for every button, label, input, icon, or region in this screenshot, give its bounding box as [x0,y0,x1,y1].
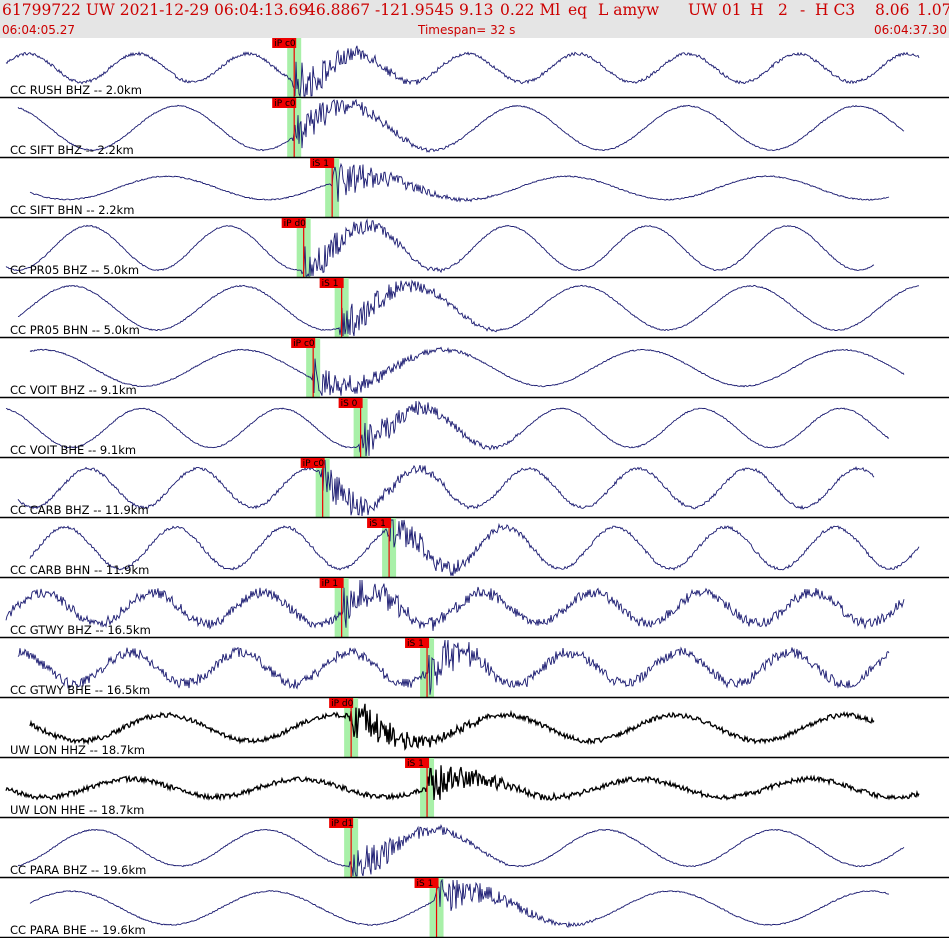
event-count: 2 [778,1,788,19]
trace-label: CC CARB BHN -- 11.9km [10,563,149,577]
pick-label: iP d1 [331,819,353,829]
pick-label: iS 1 [312,159,329,169]
trace-label: CC PARA BHZ -- 19.6km [10,863,146,877]
pick-flag[interactable] [338,398,363,408]
pick-flag[interactable] [272,38,297,48]
time-range-bar: 06:04:05.27 Timespan= 32 s 06:04:37.30 [0,20,949,38]
trace-row[interactable]: iP d0 UW LON HHZ -- 18.7km [0,698,949,759]
waveform-trace [17,279,919,337]
pick-flag[interactable] [329,698,354,708]
pick-label: iS 0 [341,399,358,409]
timespan-label: Timespan= 32 s [418,23,516,37]
trace-row[interactable]: iS 1 CC SIFT BHN -- 2.2km [0,158,949,219]
trace-row[interactable]: iS 1 CC GTWY BHE -- 16.5km [0,638,949,699]
trace-label: CC GTWY BHE -- 16.5km [10,683,150,697]
trace-row[interactable]: iS 0 CC VOIT BHE -- 9.1km [0,398,949,459]
pick-label: iP c0 [274,99,296,109]
waveform-trace [29,703,875,751]
event-source: UW 01 [688,1,742,19]
event-summary-bar: 61799722 UW 2021-12-29 06:04:13.69 46.88… [0,0,949,20]
trace-row[interactable]: iS 1 UW LON HHE -- 18.7km [0,758,949,819]
trace-label: CC SIFT BHZ -- 2.2km [10,143,134,157]
pick-flag[interactable] [319,578,344,588]
trace-row[interactable]: iP d1 CC PARA BHZ -- 19.6km [0,818,949,879]
pick-label: iP c0 [274,39,296,49]
trace-label: CC VOIT BHE -- 9.1km [10,443,136,457]
event-location: 46.8867 -121.9545 [306,1,455,19]
trace-label: CC RUSH BHZ -- 2.0km [10,83,142,97]
event-rms: 8.06 [875,1,910,19]
pick-label: iS 1 [407,759,424,769]
pick-flag[interactable] [319,278,344,288]
waveform-trace [5,400,890,457]
trace-label: CC VOIT BHZ -- 9.1km [10,383,137,397]
pick-label: iS 1 [322,279,339,289]
event-class: H C3 [815,1,856,19]
event-sep: - [800,1,806,19]
pick-flag[interactable] [300,458,325,468]
pick-flag[interactable] [405,758,430,768]
trace-label: UW LON HHE -- 18.7km [10,803,144,817]
waveform-trace [5,765,920,802]
trace-label: UW LON HHZ -- 18.7km [10,743,145,757]
start-time: 06:04:05.27 [2,23,75,37]
pick-label: iP c0 [293,339,315,349]
trace-label: CC CARB BHZ -- 11.9km [10,503,149,517]
trace-row[interactable]: iP d0 CC PR05 BHZ -- 5.0km [0,218,949,279]
pick-label: iS 1 [407,639,424,649]
event-type: eq [568,1,588,19]
trace-row[interactable]: iS 1 CC CARB BHN -- 11.9km [0,518,949,579]
waveform-panel[interactable]: iP c0 CC RUSH BHZ -- 2.0km iP c0 CC SIFT BH… [0,38,949,938]
trace-label: CC PARA BHE -- 19.6km [10,923,146,937]
waveform-trace [17,98,905,153]
waveform-trace [29,162,890,203]
event-id-time: 61799722 UW 2021-12-29 06:04:13.69 [2,1,309,19]
pick-flag[interactable] [405,638,430,648]
trace-label: CC PR05 BHZ -- 5.0km [10,263,139,277]
event-magnitude: 0.22 Ml [500,1,561,19]
waveform-trace [17,459,875,517]
pick-label: iP d0 [284,219,307,229]
waveform-trace [5,45,920,98]
waveform-trace [5,218,875,278]
end-time: 06:04:37.30 [874,23,947,37]
trace-row[interactable]: iS 1 CC PR05 BHN -- 5.0km [0,278,949,339]
trace-row[interactable]: iP c0 CC VOIT BHZ -- 9.1km [0,338,949,399]
trace-label: CC SIFT BHN -- 2.2km [10,203,134,217]
trace-row[interactable]: iS 1 CC PARA BHE -- 19.6km [0,878,949,938]
waveform-trace [5,579,905,631]
event-depth: 9.13 [459,1,494,19]
pick-label: iP d0 [331,699,354,709]
pick-flag[interactable] [414,878,439,888]
pick-label: iP 1 [322,579,339,589]
pick-flag[interactable] [291,338,316,348]
trace-label: CC GTWY BHZ -- 16.5km [10,623,151,637]
trace-row[interactable]: iP c0 CC SIFT BHZ -- 2.2km [0,98,949,159]
pick-flag[interactable] [367,518,392,528]
trace-row[interactable]: iP 1 CC GTWY BHZ -- 16.5km [0,578,949,639]
event-error: 1.07 [917,1,949,19]
trace-row[interactable]: iP c0 CC CARB BHZ -- 11.9km [0,458,949,519]
waveform-trace [29,519,920,577]
trace-label: CC PR05 BHN -- 5.0km [10,323,140,337]
waveform-trace [29,346,905,396]
waveform-trace [17,639,890,695]
pick-label: iP c0 [303,459,325,469]
trace-row[interactable]: iP c0 CC RUSH BHZ -- 2.0km [0,38,949,99]
waveform-trace [17,823,905,877]
pick-flag[interactable] [310,158,335,168]
waveform-trace [29,878,889,928]
pick-flag[interactable] [272,98,297,108]
pick-label: iS 1 [369,519,386,529]
event-flags: L amyw [598,1,660,19]
pick-flag[interactable] [329,818,354,828]
pick-label: iS 1 [417,879,434,889]
event-quality: H [750,1,764,19]
pick-flag[interactable] [281,218,306,228]
